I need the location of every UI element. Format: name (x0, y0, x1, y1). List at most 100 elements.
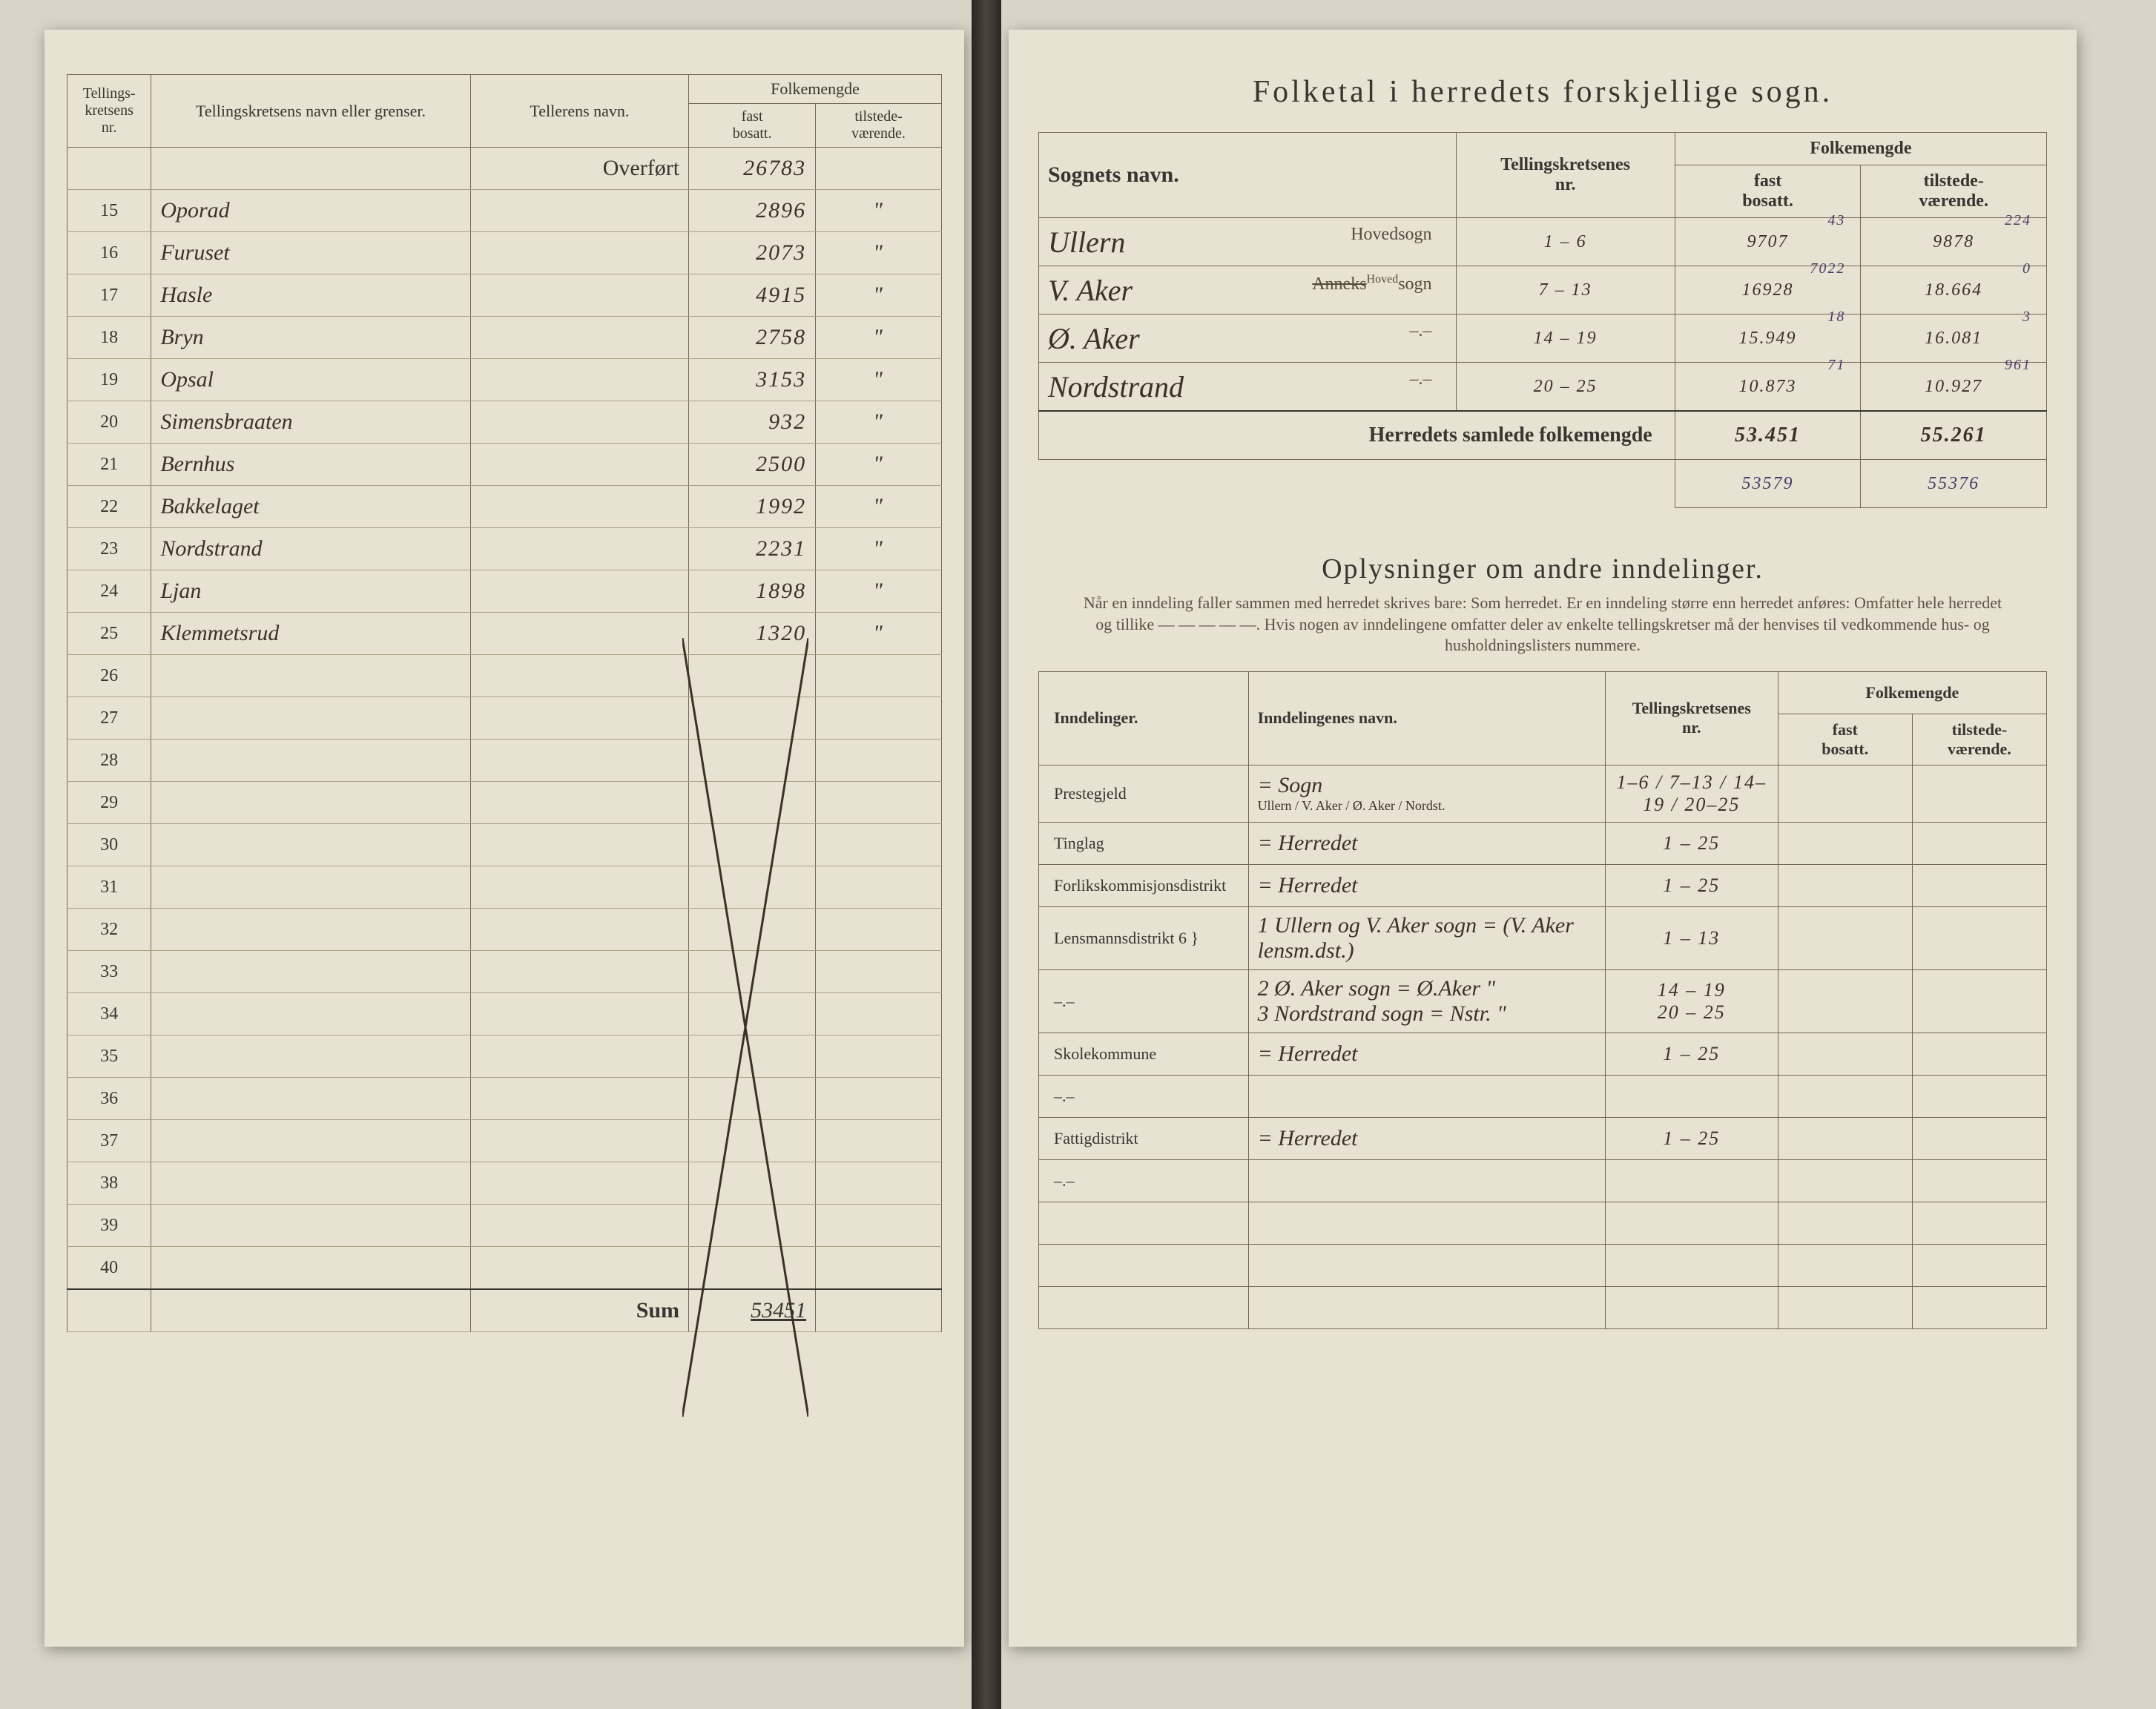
ind-value: 2 Ø. Aker sogn = Ø.Aker " 3 Nordstrand s… (1248, 969, 1605, 1033)
sogn-til: 018.664 (1861, 266, 2047, 315)
ind-label: Forlikskommisjonsdistrikt (1039, 864, 1249, 906)
table-row: 20Simensbraaten932" (67, 401, 942, 444)
row-nr: 22 (67, 486, 151, 528)
sogn-kr: 14 – 19 (1456, 315, 1675, 363)
book-spine (972, 0, 1001, 1709)
table-row: 15Oporad2896" (67, 190, 942, 232)
table-row-empty: 32 (67, 909, 942, 951)
total2-fast: 53579 (1675, 460, 1861, 508)
ind-kr: 1 – 25 (1605, 864, 1778, 906)
row-nr: 39 (67, 1205, 151, 1247)
row-nr: 34 (67, 993, 151, 1035)
row-til: " (816, 528, 942, 570)
total-til: 55.261 (1861, 411, 2047, 460)
ind-kr: 14 – 19 20 – 25 (1605, 969, 1778, 1033)
total-row-2: 5357955376 (1039, 460, 2047, 508)
ind-row: Fattigdistrikt= Herredet1 – 25 (1039, 1117, 2047, 1159)
row-navn: Simensbraaten (151, 401, 470, 444)
ind-label: –.– (1039, 969, 1249, 1033)
table-row: 23Nordstrand2231" (67, 528, 942, 570)
row-til: " (816, 401, 942, 444)
row-nr: 40 (67, 1247, 151, 1290)
row-til: " (816, 190, 942, 232)
ind-label: –.– (1039, 1075, 1249, 1117)
row-navn: Bakkelaget (151, 486, 470, 528)
ind-value: = SognUllern / V. Aker / Ø. Aker / Nords… (1248, 765, 1605, 822)
row-navn: Oporad (151, 190, 470, 232)
hdr-navn: Tellingskretsens navn eller grenser. (151, 75, 470, 148)
table-row: 24Ljan1898" (67, 570, 942, 613)
table-row-empty: 28 (67, 740, 942, 782)
row-fast: 2231 (689, 528, 816, 570)
table-row-empty: 27 (67, 697, 942, 740)
ind-value: = Herredet (1248, 864, 1605, 906)
inndelinger-table: Inndelinger. Inndelingenes navn. Telling… (1038, 671, 2047, 1329)
row-til: " (816, 613, 942, 655)
row-teller (470, 359, 688, 401)
sogn-fast: 439707 (1675, 218, 1861, 266)
hdr-fast: fastbosatt. (689, 104, 816, 148)
ind-kr (1605, 1159, 1778, 1202)
sogn-row: Nordstrand –.–20 – 25 7110.873 96110.927 (1039, 363, 2047, 412)
ind-row-empty (1039, 1244, 2047, 1286)
hdr-indnavn: Inndelingenes navn. (1248, 671, 1605, 765)
row-nr: 18 (67, 317, 151, 359)
ind-label: Skolekommune (1039, 1033, 1249, 1075)
sogn-kr: 1 – 6 (1456, 218, 1675, 266)
table-row-empty: 31 (67, 866, 942, 909)
table-row-empty: 26 (67, 655, 942, 697)
row-fast: 2073 (689, 232, 816, 274)
row-til: " (816, 274, 942, 317)
row-fast: 2896 (689, 190, 816, 232)
row-nr: 25 (67, 613, 151, 655)
table-row-empty: 36 (67, 1078, 942, 1120)
table-row-empty: 39 (67, 1205, 942, 1247)
row-navn: Bernhus (151, 444, 470, 486)
overfort-value: 26783 (689, 148, 816, 190)
row-fast: 2500 (689, 444, 816, 486)
row-til: " (816, 232, 942, 274)
table-row-empty: 34 (67, 993, 942, 1035)
left-census-table: Tellings-kretsensnr. Tellingskretsens na… (67, 74, 942, 1332)
hdr-nr: Tellings-kretsensnr. (67, 75, 151, 148)
table-row: 21Bernhus 2500" (67, 444, 942, 486)
sogn-til: 96110.927 (1861, 363, 2047, 412)
section2-title: Oplysninger om andre inndelinger. (1038, 553, 2047, 585)
row-teller (470, 274, 688, 317)
sogn-type: –.– (1410, 321, 1432, 341)
row-teller (470, 613, 688, 655)
row-nr: 35 (67, 1035, 151, 1078)
overfort-row: Overført 26783 (67, 148, 942, 190)
hdr-folke: Folkemengde (689, 75, 942, 104)
row-navn: Furuset (151, 232, 470, 274)
ind-value: = Herredet (1248, 1117, 1605, 1159)
row-teller (470, 444, 688, 486)
total-row: Herredets samlede folkemengde53.45155.26… (1039, 411, 2047, 460)
row-teller (470, 232, 688, 274)
ind-row: –.– (1039, 1075, 2047, 1117)
ind-kr: 1 – 25 (1605, 1033, 1778, 1075)
hdr-til: tilstede-værende. (816, 104, 942, 148)
row-nr: 21 (67, 444, 151, 486)
row-nr: 20 (67, 401, 151, 444)
row-navn: Bryn (151, 317, 470, 359)
sogn-navn: Nordstrand (1048, 370, 1184, 404)
sogn-type: Hovedsogn (1351, 225, 1431, 245)
sogn-navn: V. Aker (1048, 274, 1133, 307)
table-row-empty: 29 (67, 782, 942, 824)
row-nr: 33 (67, 951, 151, 993)
row-nr: 26 (67, 655, 151, 697)
page-spread: Tellings-kretsensnr. Tellingskretsens na… (0, 0, 2156, 1709)
row-navn: Opsal (151, 359, 470, 401)
row-til: " (816, 444, 942, 486)
row-nr: 30 (67, 824, 151, 866)
ind-label: Prestegjeld (1039, 765, 1249, 822)
sogn-row: V. Aker AnneksHovedsogn7 – 13 702216928 … (1039, 266, 2047, 315)
overfort-label: Overført (470, 148, 688, 190)
row-nr: 17 (67, 274, 151, 317)
row-til: " (816, 570, 942, 613)
sogn-til: 316.081 (1861, 315, 2047, 363)
row-teller (470, 486, 688, 528)
ind-label: Fattigdistrikt (1039, 1117, 1249, 1159)
struck-out-cross-icon (682, 638, 808, 1417)
